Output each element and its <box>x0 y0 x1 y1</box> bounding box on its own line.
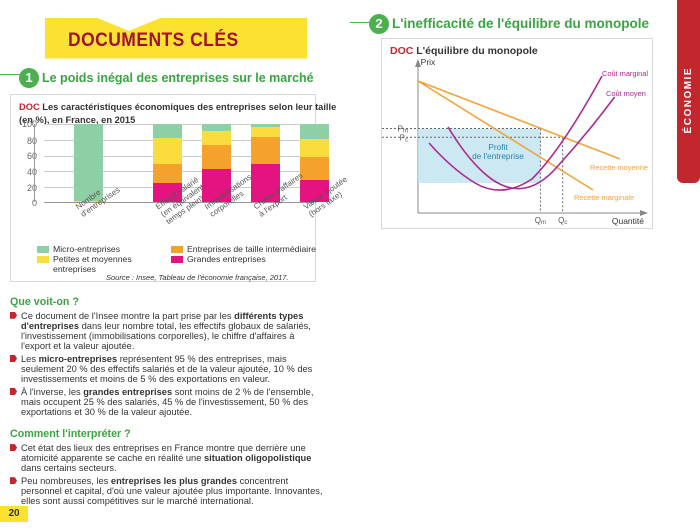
svg-text:Recette moyenne: Recette moyenne <box>590 163 648 172</box>
svg-text:Pc: Pc <box>400 133 408 143</box>
svg-text:Coût marginal: Coût marginal <box>602 69 648 78</box>
svg-text:de l'entreprise: de l'entreprise <box>472 151 524 161</box>
svg-text:Coût moyen: Coût moyen <box>606 89 646 98</box>
svg-text:Qm: Qm <box>535 216 546 226</box>
svg-text:Recette marginale: Recette marginale <box>574 193 634 202</box>
svg-text:Qc: Qc <box>558 216 567 226</box>
svg-text:Prix: Prix <box>421 57 436 67</box>
svg-text:Quantité: Quantité <box>612 216 644 226</box>
